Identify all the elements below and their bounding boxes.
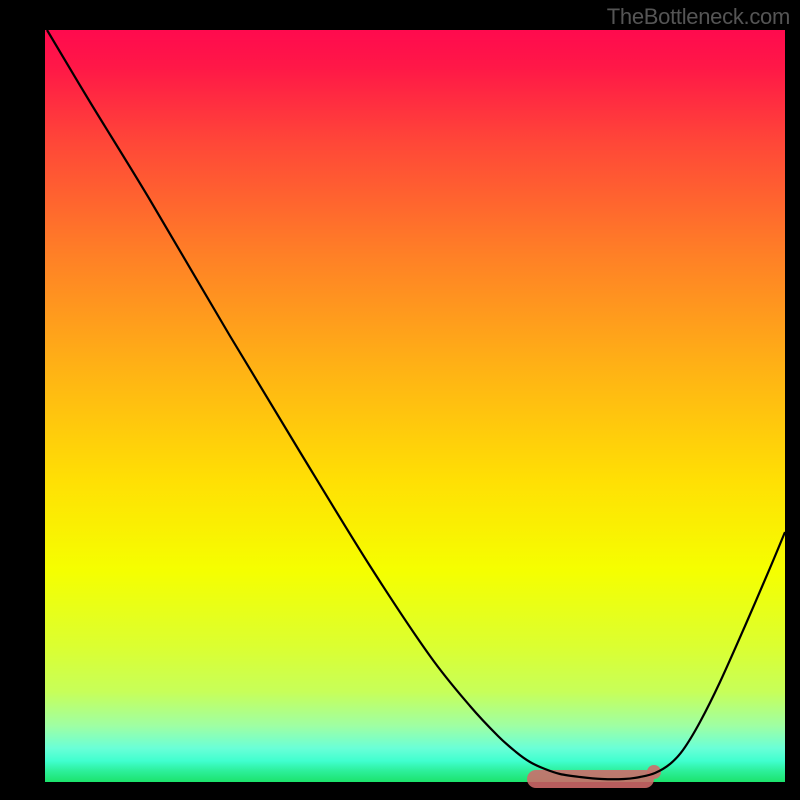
plot-background [45,30,785,782]
chart-root: TheBottleneck.com [0,0,800,800]
chart-svg [0,0,800,800]
watermark-text: TheBottleneck.com [607,4,790,30]
